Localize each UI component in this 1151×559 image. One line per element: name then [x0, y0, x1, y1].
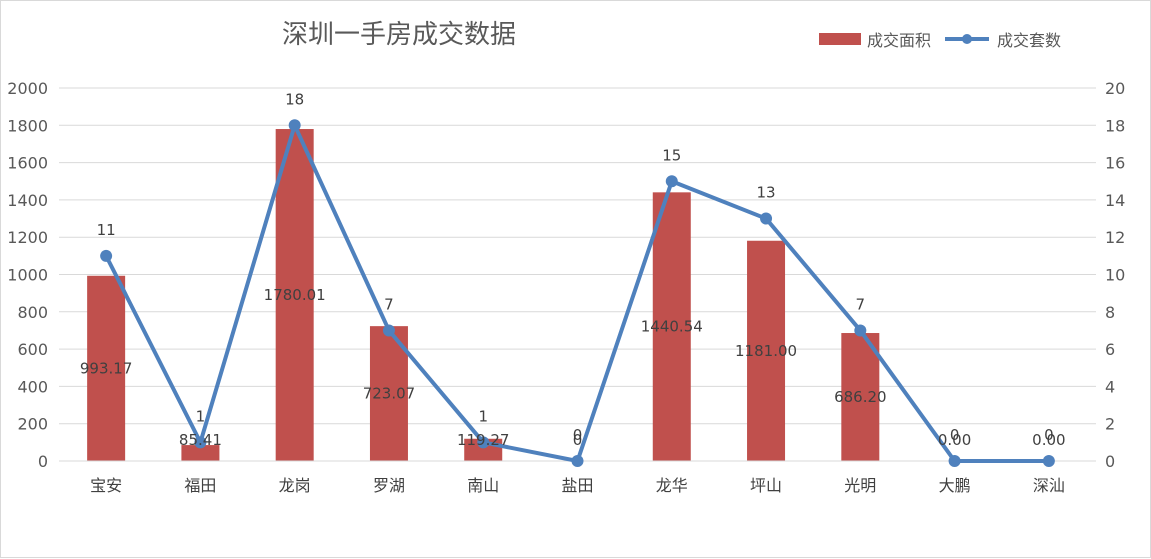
line-marker-南山 [477, 436, 490, 449]
y-right-tick-label: 4 [1105, 377, 1115, 396]
y-right-tick-label: 0 [1105, 452, 1115, 471]
x-category-label: 盐田 [561, 476, 593, 495]
line-marker-坪山 [760, 212, 773, 225]
line-marker-宝安 [100, 249, 113, 262]
x-category-label: 龙岗 [279, 476, 311, 495]
y-left-tick-label: 1000 [7, 266, 48, 285]
y-left-tick-label: 1400 [7, 191, 48, 210]
bar-data-label: 0.00 [1032, 431, 1065, 449]
bar-data-label: 85.41 [179, 431, 222, 449]
line-marker-福田 [194, 436, 207, 449]
line-marker-大鹏 [948, 455, 961, 467]
bar-光明 [841, 333, 880, 461]
y-right-tick-label: 10 [1105, 266, 1125, 285]
line-marker-盐田 [571, 455, 584, 467]
y-right-tick-label: 14 [1105, 191, 1125, 210]
line-data-label: 0 [1044, 426, 1054, 444]
line-marker-龙岗 [288, 119, 301, 132]
x-category-label: 福田 [184, 476, 216, 495]
bar-data-label: 1440.54 [641, 318, 703, 336]
x-category-label: 罗湖 [373, 476, 405, 495]
bar-龙华 [652, 192, 691, 461]
line-path-count [104, 123, 1049, 463]
legend-swatch-marker [962, 34, 972, 44]
x-category-label: 大鹏 [939, 476, 971, 495]
bar-data-label: 0 [573, 431, 583, 449]
x-category-label: 龙华 [656, 476, 688, 495]
legend: 成交面积 成交套数 [819, 31, 1061, 50]
line-data-label: 15 [662, 146, 681, 164]
chart-title: 深圳一手房成交数据 [282, 20, 516, 50]
bar-data-label: 686.20 [834, 388, 887, 406]
bar-宝安 [87, 275, 126, 461]
line-marker-罗湖 [382, 324, 395, 337]
x-category-label: 光明 [844, 476, 876, 495]
line-data-label: 11 [97, 221, 116, 239]
y-left-tick-label: 200 [17, 415, 48, 434]
y-left-tick-label: 600 [17, 340, 48, 359]
line-data-label: 1 [196, 407, 206, 425]
line-data-label: 0 [950, 426, 960, 444]
bar-data-label: 1780.01 [264, 286, 326, 304]
bar-data-label: 1181.00 [735, 342, 797, 360]
legend-label-count: 成交套数 [997, 31, 1061, 50]
bar-坪山 [747, 240, 786, 461]
y-left-tick-label: 800 [17, 303, 48, 322]
bar-series [87, 129, 880, 461]
bar-data-label: 0.00 [938, 431, 971, 449]
gridlines [59, 87, 1096, 462]
bar-罗湖 [369, 326, 408, 461]
line-data-label: 13 [756, 184, 775, 202]
line-data-label: 18 [285, 90, 304, 108]
line-marker-深汕 [1042, 455, 1055, 467]
bar-data-label: 119.27 [457, 431, 510, 449]
y-left-tick-label: 2000 [7, 79, 48, 98]
y-left-tick-label: 400 [17, 377, 48, 396]
y-right-tick-label: 12 [1105, 228, 1125, 247]
y-right-tick-label: 18 [1105, 116, 1125, 135]
y-right-tick-label: 2 [1105, 415, 1115, 434]
line-marker-龙华 [665, 175, 678, 188]
bar-龙岗 [275, 129, 314, 461]
x-category-label: 宝安 [90, 476, 122, 495]
x-category-label: 深汕 [1033, 476, 1065, 495]
y-left-tick-label: 0 [38, 452, 48, 471]
y-right-tick-label: 8 [1105, 303, 1115, 322]
y-right-tick-label: 6 [1105, 340, 1115, 359]
line-data-label: 1 [478, 407, 488, 425]
y-left-tick-label: 1800 [7, 116, 48, 135]
legend-swatch-bar [819, 33, 861, 45]
legend-label-area: 成交面积 [867, 31, 931, 50]
line-data-label: 7 [384, 295, 394, 313]
x-category-label: 坪山 [750, 476, 782, 495]
bar-福田 [181, 445, 220, 461]
line-data-label: 7 [856, 295, 866, 313]
bar-data-label: 993.17 [80, 359, 133, 377]
y-left-tick-label: 1600 [7, 154, 48, 173]
line-data-label: 0 [573, 426, 583, 444]
line-series [100, 119, 1055, 467]
y-left-tick-label: 1200 [7, 228, 48, 247]
y-right-tick-label: 16 [1105, 154, 1125, 173]
y-right-tick-label: 20 [1105, 79, 1125, 98]
line-marker-光明 [854, 324, 867, 337]
bar-data-label: 723.07 [363, 385, 416, 403]
x-category-label: 南山 [467, 476, 499, 495]
